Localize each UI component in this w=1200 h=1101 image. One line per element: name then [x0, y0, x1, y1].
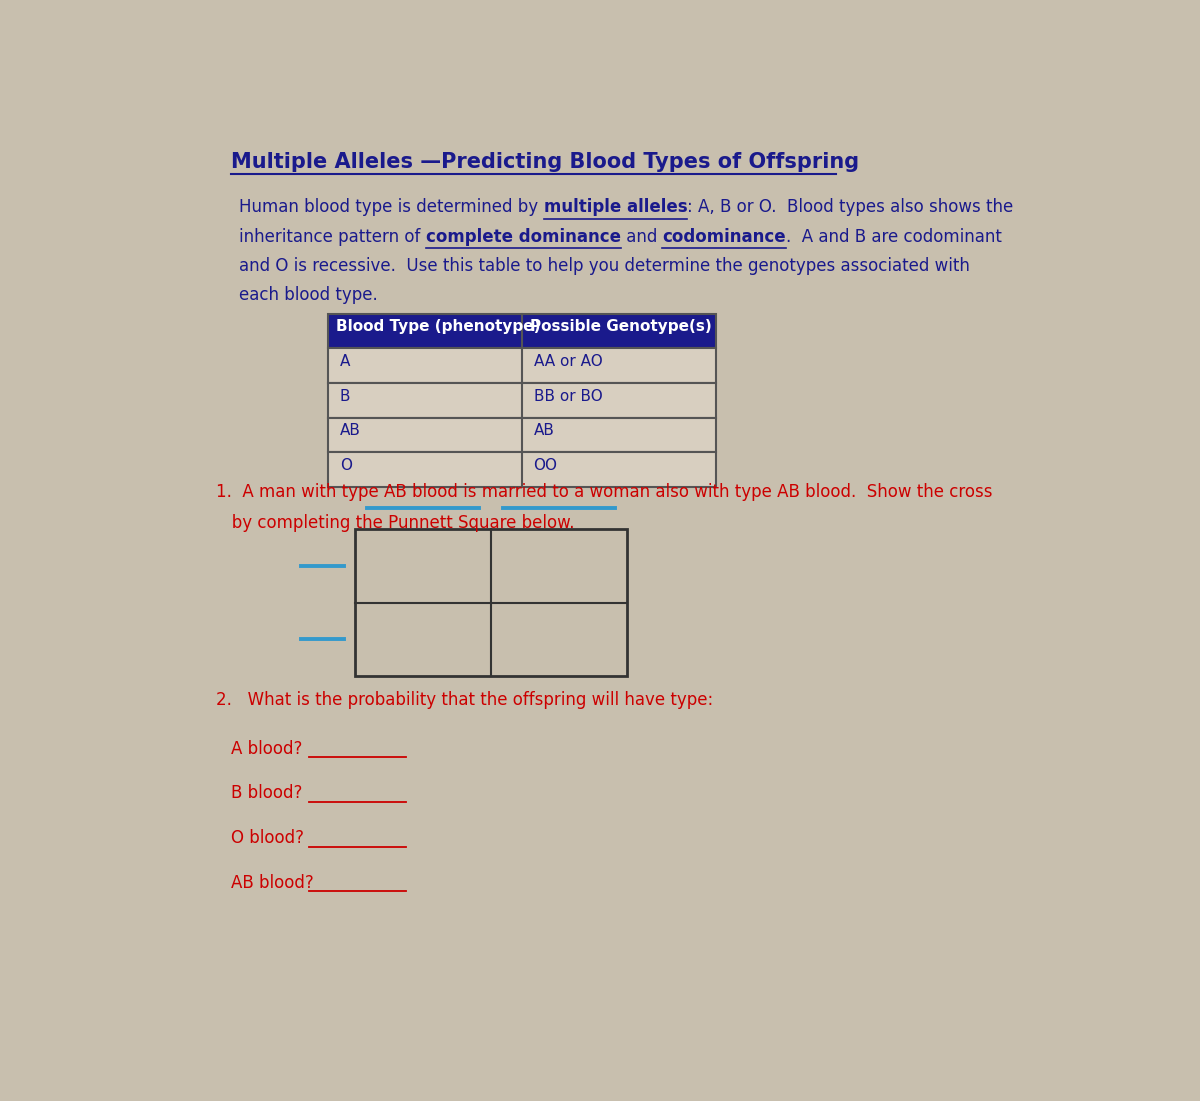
Text: AB: AB	[340, 423, 361, 438]
Text: .  A and B are codominant: . A and B are codominant	[786, 228, 1002, 246]
Text: B: B	[340, 389, 350, 404]
Text: each blood type.: each blood type.	[239, 286, 378, 304]
Bar	[329, 314, 715, 349]
Text: AA or AO: AA or AO	[534, 353, 602, 369]
Text: codominance: codominance	[662, 228, 786, 246]
Text: : A, B or O.  Blood types also shows the: : A, B or O. Blood types also shows the	[688, 198, 1013, 216]
Text: AB: AB	[534, 423, 554, 438]
Bar	[355, 530, 626, 676]
Text: Blood Type (phenotype): Blood Type (phenotype)	[336, 319, 540, 335]
Text: 2.   What is the probability that the offspring will have type:: 2. What is the probability that the offs…	[216, 691, 713, 709]
Text: by completing the Punnett Square below.: by completing the Punnett Square below.	[216, 514, 575, 532]
Text: 1.  A man with type AB blood is married to a woman also with type AB blood.  Sho: 1. A man with type AB blood is married t…	[216, 483, 992, 501]
Text: multiple alleles: multiple alleles	[544, 198, 688, 216]
Text: BB or BO: BB or BO	[534, 389, 602, 404]
Text: O: O	[340, 458, 352, 472]
Text: inheritance pattern of: inheritance pattern of	[239, 228, 426, 246]
Bar	[329, 417, 715, 453]
Text: Possible Genotype(s): Possible Genotype(s)	[529, 319, 712, 335]
Text: complete dominance: complete dominance	[426, 228, 620, 246]
Text: O blood?: O blood?	[232, 829, 305, 847]
Text: and O is recessive.  Use this table to help you determine the genotypes associat: and O is recessive. Use this table to he…	[239, 257, 970, 275]
Text: A blood?: A blood?	[232, 740, 302, 757]
Text: AB blood?: AB blood?	[232, 873, 314, 892]
Bar	[329, 383, 715, 417]
Text: Human blood type is determined by: Human blood type is determined by	[239, 198, 544, 216]
Bar	[329, 349, 715, 383]
Bar	[329, 453, 715, 487]
Text: B blood?: B blood?	[232, 784, 302, 803]
Text: OO: OO	[534, 458, 558, 472]
Text: Multiple Alleles —Predicting Blood Types of Offspring: Multiple Alleles —Predicting Blood Types…	[232, 152, 859, 172]
Text: A: A	[340, 353, 350, 369]
Text: and: and	[620, 228, 662, 246]
